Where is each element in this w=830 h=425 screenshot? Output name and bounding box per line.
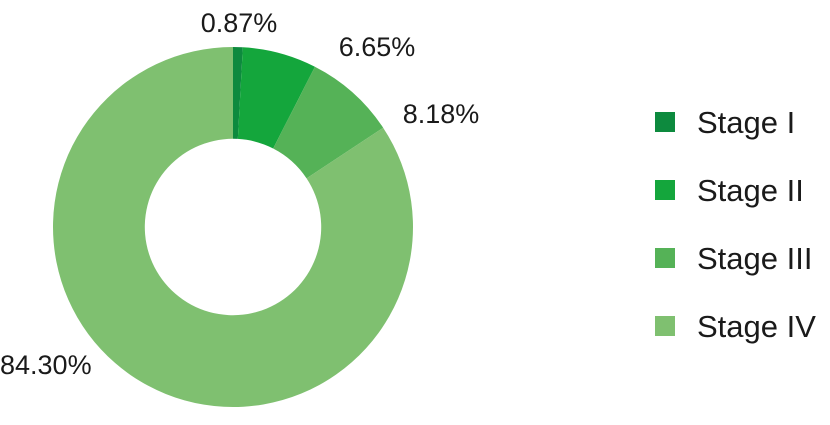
legend-label-stage-ii: Stage II	[697, 172, 804, 208]
legend-item-stage-ii: Stage II	[655, 156, 830, 224]
legend-swatch-stage-iv	[655, 316, 675, 336]
legend: Stage I Stage II Stage III Stage IV	[655, 88, 830, 360]
pie-slice-stage-iii	[273, 66, 384, 179]
data-label-stage-iii: 8.18%	[402, 99, 480, 129]
pie-slice-stage-i	[233, 47, 243, 139]
pie-slice-stage-ii	[237, 47, 315, 149]
legend-label-stage-i: Stage I	[697, 104, 796, 140]
legend-label-stage-iv: Stage IV	[697, 308, 816, 344]
data-label-stage-iv: 84.30%	[0, 350, 92, 380]
pie-slice-stage-iv	[52, 47, 413, 407]
legend-swatch-stage-i	[655, 112, 675, 132]
legend-label-stage-iii: Stage III	[697, 240, 813, 276]
legend-swatch-stage-ii	[655, 180, 675, 200]
legend-swatch-stage-iii	[655, 248, 675, 268]
donut-chart	[52, 47, 413, 407]
data-label-stage-ii: 6.65%	[338, 32, 416, 62]
legend-item-stage-i: Stage I	[655, 88, 830, 156]
legend-item-stage-iv: Stage IV	[655, 292, 830, 360]
data-label-stage-i: 0.87%	[200, 8, 278, 38]
legend-item-stage-iii: Stage III	[655, 224, 830, 292]
